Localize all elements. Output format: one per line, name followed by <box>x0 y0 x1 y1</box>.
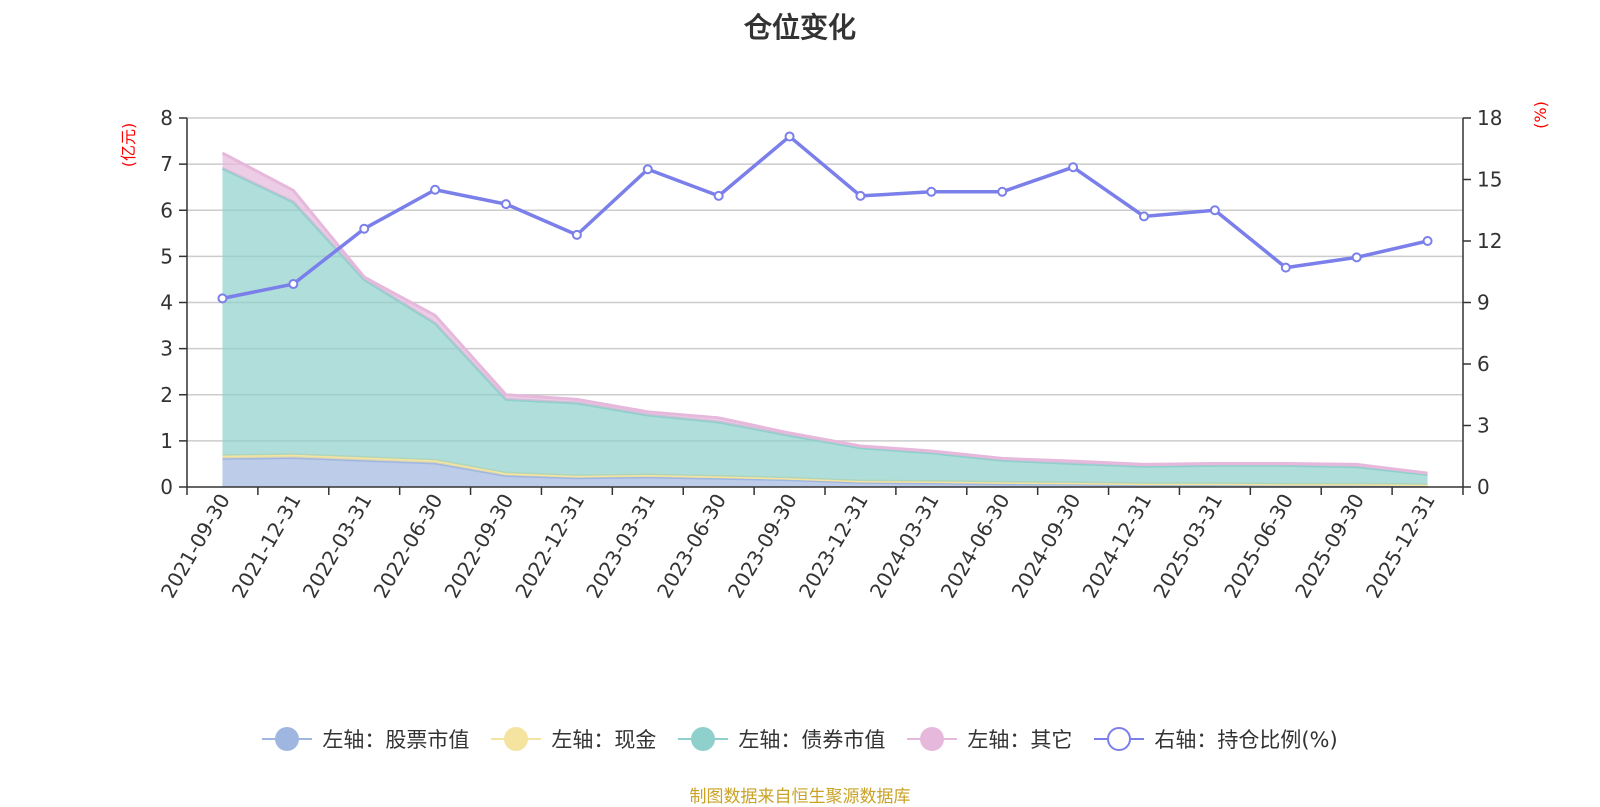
right-axis-tick-label: 0 <box>1477 475 1490 499</box>
chart-title: 仓位变化 <box>743 11 856 44</box>
x-axis-tick-label: 2022-12-31 <box>510 490 589 603</box>
x-axis-tick-label: 2024-12-31 <box>1077 490 1156 603</box>
x-axis-tick-label: 2024-03-31 <box>865 489 944 602</box>
left-axis-tick-label: 3 <box>160 337 173 361</box>
ratio-point <box>571 229 582 240</box>
left-axis-tick-label: 1 <box>160 429 173 453</box>
right-axis-tick-label: 18 <box>1477 106 1502 130</box>
x-axis-tick-label: 2023-12-31 <box>794 490 873 603</box>
ratio-point <box>501 199 511 210</box>
x-axis-tick-label: 2025-06-30 <box>1219 490 1298 603</box>
legend-marker-icon <box>1094 727 1145 751</box>
legend-item[interactable]: 左轴：债券市值 <box>678 724 885 754</box>
ratio-point <box>1209 205 1220 216</box>
legend-marker-icon <box>907 727 958 751</box>
left-axis-tick-label: 5 <box>160 244 173 268</box>
ratio-point <box>1422 236 1433 246</box>
x-axis-tick-label: 2022-09-30 <box>439 490 518 603</box>
x-axis-tick-label: 2022-03-31 <box>298 490 377 603</box>
right-axis-tick-label: 9 <box>1477 291 1490 315</box>
legend-label: 右轴：持仓比例(%) <box>1154 728 1338 752</box>
legend: 左轴：股票市值 左轴：现金 左轴：债券市值 左轴：其它 右轴：持仓比例(%) <box>0 724 1600 754</box>
x-axis-tick-label: 2023-06-30 <box>652 490 731 603</box>
area-series-3 <box>222 168 1428 485</box>
ratio-point <box>430 184 441 195</box>
left-axis-tick-label: 6 <box>160 198 173 222</box>
ratio-point <box>997 186 1008 197</box>
left-axis-tick-label: 2 <box>160 383 173 407</box>
ratio-point <box>855 190 866 201</box>
left-axis-tick-label: 0 <box>160 475 173 499</box>
left-axis-unit: (亿元) <box>119 123 138 168</box>
x-axis-tick-label: 2022-06-30 <box>369 489 448 602</box>
stacked-areas <box>221 151 1428 488</box>
ratio-point <box>926 186 937 197</box>
x-axis-tick-label: 2021-12-31 <box>227 490 306 603</box>
x-axis-tick-label: 2025-09-30 <box>1290 490 1369 603</box>
area-series-1 <box>222 457 1428 487</box>
left-axis-tick-label: 7 <box>160 152 173 176</box>
ratio-point <box>642 164 653 175</box>
area-edge-series-4 <box>221 151 1428 475</box>
ratio-point <box>1068 162 1079 173</box>
legend-item[interactable]: 左轴：现金 <box>491 724 656 754</box>
data-source-note: 制图数据来自恒生聚源数据库 <box>689 787 911 807</box>
x-axis-tick-label: 2025-03-31 <box>1148 490 1227 603</box>
right-axis-tick-label: 12 <box>1477 229 1502 253</box>
ratio-point <box>288 279 299 290</box>
left-axis-tick-label: 8 <box>160 106 173 130</box>
ratio-line-path <box>222 134 1428 301</box>
ratio-point <box>359 223 370 234</box>
legend-label: 左轴：其它 <box>967 728 1073 752</box>
legend-label: 左轴：股票市值 <box>322 728 470 752</box>
right-axis-tick-label: 15 <box>1477 168 1502 192</box>
legend-marker-icon <box>678 727 729 751</box>
x-axis-tick-label: 2024-09-30 <box>1007 490 1086 603</box>
x-axis-tick-label: 2025-12-31 <box>1361 490 1440 603</box>
holding-ratio-line <box>217 131 1433 304</box>
ratio-point <box>784 131 795 142</box>
legend-label: 左轴：现金 <box>551 728 657 752</box>
legend-item[interactable]: 左轴：股票市值 <box>262 724 469 754</box>
x-axis-tick-label: 2024-06-30 <box>936 489 1015 602</box>
right-axis-tick-label: 6 <box>1477 352 1490 376</box>
legend-item[interactable]: 右轴：持仓比例(%) <box>1094 724 1338 754</box>
x-axis-tick-label: 2021-09-30 <box>156 490 235 603</box>
legend-item[interactable]: 左轴：其它 <box>907 724 1072 754</box>
right-axis-unit: (%) <box>1531 101 1550 129</box>
ratio-point <box>1351 252 1362 263</box>
legend-label: 左轴：债券市值 <box>738 728 886 752</box>
x-axis-tick-label: 2023-09-30 <box>723 490 802 603</box>
right-axis-tick-label: 3 <box>1477 414 1490 438</box>
ratio-point <box>1139 211 1149 222</box>
ratio-point <box>713 190 724 201</box>
x-axis-tick-label: 2023-03-31 <box>581 490 660 603</box>
ratio-point <box>217 293 228 304</box>
ratio-point <box>1280 262 1291 273</box>
left-axis-tick-label: 4 <box>160 291 173 315</box>
legend-marker-icon <box>491 727 542 751</box>
legend-marker-icon <box>262 727 313 751</box>
